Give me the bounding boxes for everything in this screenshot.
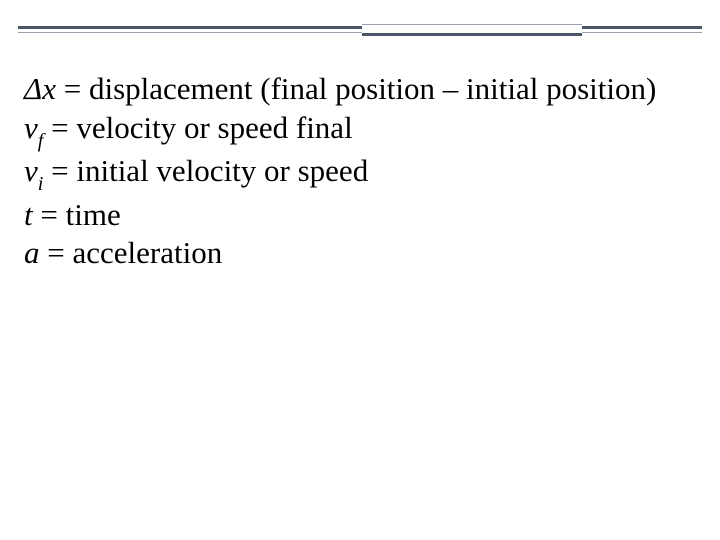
definition-dx: Δx = displacement (final position – init… — [24, 70, 696, 109]
definitions-block: Δx = displacement (final position – init… — [24, 70, 696, 273]
symbol-vi: v — [24, 153, 38, 188]
symbol-dx: Δx — [24, 71, 56, 106]
header-rule-tab — [362, 24, 582, 36]
definition-vf: vf = velocity or speed final — [24, 109, 696, 152]
header-rule-thin — [18, 32, 702, 33]
header-rule — [18, 26, 702, 30]
symbol-t: t — [24, 197, 33, 232]
definition-a: a = acceleration — [24, 234, 696, 273]
symbol-a: a — [24, 235, 40, 270]
text-a: = acceleration — [40, 235, 223, 270]
definition-vi: vi = initial velocity or speed — [24, 152, 696, 195]
text-t: = time — [33, 197, 121, 232]
subscript-vf: f — [38, 130, 44, 152]
text-vf: = velocity or speed final — [43, 110, 352, 145]
symbol-vf: v — [24, 110, 38, 145]
header-rule-thick — [18, 26, 702, 29]
text-dx: = displacement (final position – initial… — [56, 71, 656, 106]
subscript-vi: i — [38, 173, 44, 195]
definition-t: t = time — [24, 196, 696, 235]
text-vi: = initial velocity or speed — [43, 153, 368, 188]
slide: Δx = displacement (final position – init… — [0, 0, 720, 540]
